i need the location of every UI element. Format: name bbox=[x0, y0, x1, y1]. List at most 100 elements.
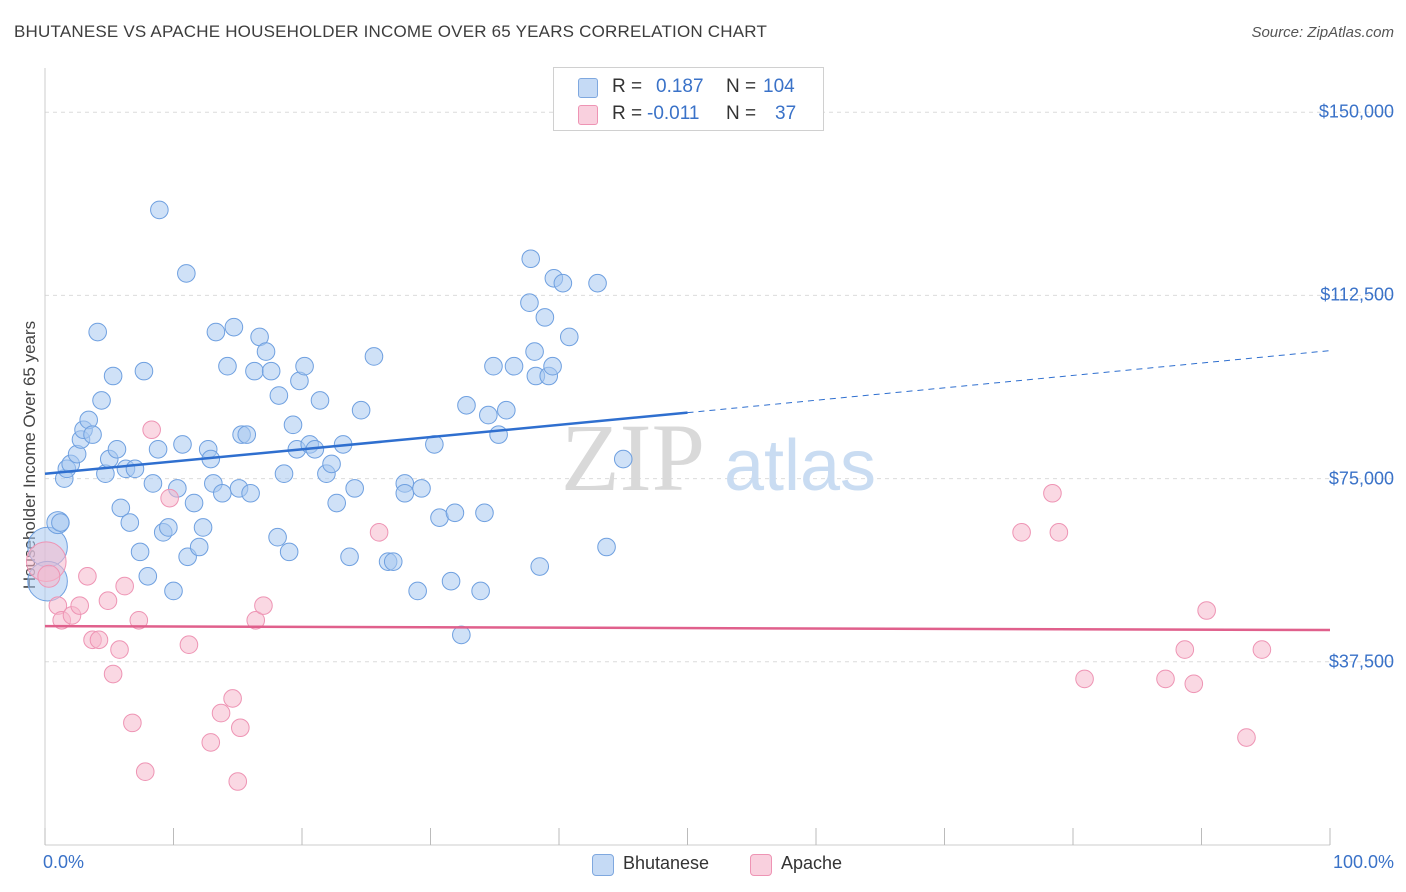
data-point-bhutanese bbox=[395, 483, 415, 503]
data-point-apache bbox=[110, 640, 129, 659]
data-point-bhutanese bbox=[597, 537, 616, 557]
data-point-bhutanese bbox=[159, 518, 178, 537]
data-point-apache bbox=[1175, 640, 1195, 659]
data-point-bhutanese bbox=[479, 405, 498, 425]
data-point-bhutanese bbox=[51, 513, 70, 532]
data-point-apache bbox=[89, 630, 109, 650]
data-point-apache bbox=[1075, 669, 1094, 689]
data-point-apache bbox=[160, 488, 179, 508]
data-point-apache bbox=[115, 576, 134, 596]
data-point-apache bbox=[142, 420, 161, 440]
data-point-bhutanese bbox=[213, 483, 232, 503]
data-point-bhutanese bbox=[189, 537, 209, 557]
legend-swatch-bhutanese bbox=[578, 78, 598, 98]
y-tick-label: $150,000 bbox=[1318, 101, 1394, 122]
data-point-bhutanese bbox=[430, 508, 449, 527]
data-point-bhutanese bbox=[484, 356, 503, 376]
data-point-bhutanese bbox=[520, 293, 539, 313]
data-point-apache bbox=[1156, 669, 1175, 689]
legend-r-label: R = bbox=[612, 76, 643, 97]
data-point-apache bbox=[129, 610, 149, 630]
gridlines bbox=[45, 111, 1395, 663]
data-point-bhutanese bbox=[274, 464, 294, 484]
data-point-bhutanese bbox=[269, 386, 289, 405]
data-point-apache bbox=[1043, 483, 1062, 503]
legend-n-label: N = bbox=[726, 103, 757, 124]
data-point-bhutanese bbox=[553, 273, 573, 293]
data-point-bhutanese bbox=[322, 454, 341, 474]
data-point-bhutanese bbox=[588, 273, 607, 293]
data-point-apache bbox=[98, 591, 118, 611]
data-point-apache bbox=[1237, 728, 1256, 747]
correlation-legend: R = 0.187 N = 104 R = -0.011 N = 37 bbox=[553, 67, 824, 131]
data-point-bhutanese bbox=[475, 503, 494, 523]
data-point-bhutanese bbox=[83, 425, 102, 444]
data-point-bhutanese bbox=[256, 342, 276, 361]
data-point-bhutanese bbox=[177, 264, 196, 283]
data-point-apache bbox=[1184, 674, 1204, 694]
data-point-bhutanese bbox=[138, 567, 158, 586]
axes bbox=[44, 68, 1331, 846]
data-point-bhutanese bbox=[408, 581, 427, 601]
data-point-apache bbox=[70, 596, 89, 615]
data-point-bhutanese bbox=[125, 459, 145, 479]
data-point-bhutanese bbox=[164, 581, 183, 601]
data-point-bhutanese bbox=[530, 557, 550, 576]
data-point-bhutanese bbox=[412, 479, 431, 498]
data-points bbox=[25, 200, 1272, 791]
data-point-bhutanese bbox=[613, 449, 633, 469]
data-point-bhutanese bbox=[310, 391, 330, 410]
data-point-bhutanese bbox=[445, 503, 465, 523]
data-point-bhutanese bbox=[92, 391, 111, 410]
data-point-bhutanese bbox=[224, 317, 244, 337]
data-point-bhutanese bbox=[497, 400, 516, 420]
data-point-bhutanese bbox=[120, 513, 140, 532]
data-point-bhutanese bbox=[88, 322, 107, 342]
watermark-zip: ZIP bbox=[561, 404, 705, 511]
data-point-bhutanese bbox=[150, 200, 169, 220]
data-point-bhutanese bbox=[130, 542, 150, 562]
data-point-apache bbox=[103, 664, 123, 684]
data-point-apache bbox=[228, 772, 248, 791]
data-point-apache bbox=[78, 567, 97, 586]
data-point-apache bbox=[211, 703, 231, 723]
data-point-apache bbox=[231, 718, 250, 738]
data-point-bhutanese bbox=[261, 361, 281, 381]
y-tick-label: $75,000 bbox=[1328, 468, 1394, 489]
data-point-bhutanese bbox=[452, 625, 471, 645]
data-point-apache bbox=[1252, 640, 1272, 659]
data-point-bhutanese bbox=[107, 439, 127, 459]
data-point-apache bbox=[201, 733, 221, 752]
data-point-bhutanese bbox=[525, 342, 544, 361]
data-point-apache bbox=[37, 564, 61, 588]
data-point-bhutanese bbox=[295, 356, 314, 376]
data-point-apache bbox=[369, 523, 389, 542]
watermark-atlas: atlas bbox=[724, 426, 876, 506]
data-point-bhutanese bbox=[134, 361, 154, 381]
data-point-bhutanese bbox=[543, 356, 562, 376]
data-point-bhutanese bbox=[148, 439, 168, 459]
data-point-bhutanese bbox=[351, 400, 371, 420]
data-point-bhutanese bbox=[364, 347, 384, 366]
data-point-bhutanese bbox=[340, 547, 359, 567]
data-point-apache bbox=[135, 762, 155, 782]
data-point-bhutanese bbox=[345, 479, 364, 498]
legend-swatch-apache bbox=[578, 105, 598, 125]
data-point-bhutanese bbox=[279, 542, 299, 562]
data-point-apache bbox=[1049, 523, 1069, 542]
data-point-bhutanese bbox=[193, 518, 213, 537]
data-point-bhutanese bbox=[504, 356, 524, 376]
data-point-bhutanese bbox=[471, 581, 490, 601]
legend-n-value: 37 bbox=[775, 103, 797, 124]
data-point-apache bbox=[179, 635, 199, 655]
chart-title: BHUTANESE VS APACHE HOUSEHOLDER INCOME O… bbox=[14, 22, 768, 41]
x-tick-label-left: 0.0% bbox=[43, 852, 85, 872]
data-point-bhutanese bbox=[143, 474, 163, 493]
data-point-bhutanese bbox=[237, 425, 257, 444]
data-point-apache bbox=[1197, 601, 1216, 620]
data-point-bhutanese bbox=[241, 483, 260, 503]
data-point-bhutanese bbox=[441, 571, 461, 591]
data-point-bhutanese bbox=[457, 396, 476, 415]
bottom-legend-swatch-bhutanese bbox=[592, 854, 614, 876]
